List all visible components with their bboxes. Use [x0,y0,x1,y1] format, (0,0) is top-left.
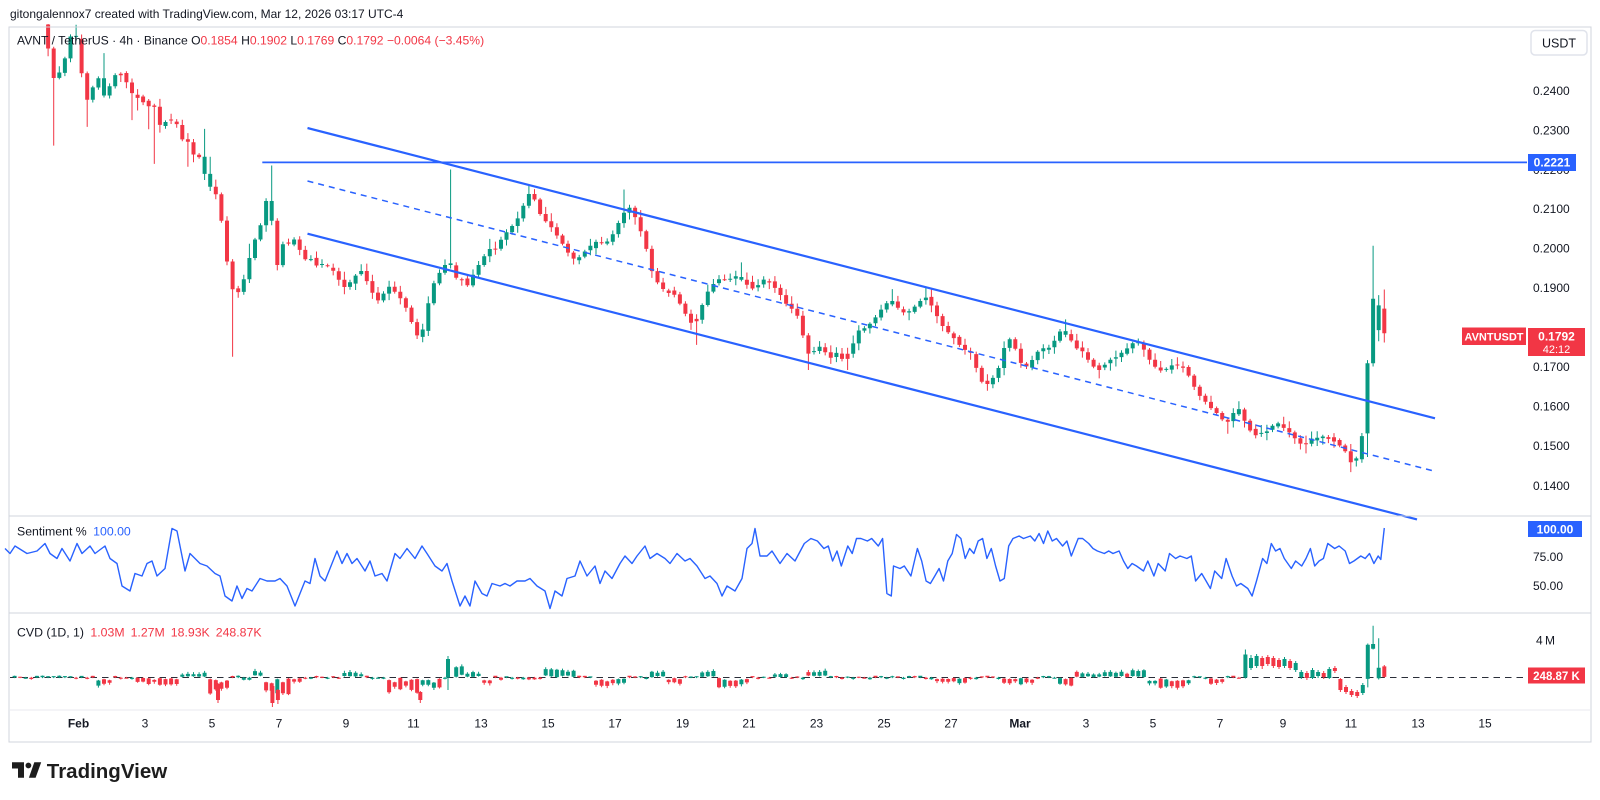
svg-text:23: 23 [810,717,824,731]
svg-text:21: 21 [742,717,756,731]
svg-text:248.87 K: 248.87 K [1533,671,1580,683]
svg-text:15: 15 [541,717,555,731]
svg-text:0.1400: 0.1400 [1533,479,1570,493]
svg-text:25: 25 [877,717,891,731]
svg-text:0.2100: 0.2100 [1533,202,1570,216]
svg-text:Feb: Feb [68,717,89,731]
svg-text:Mar: Mar [1009,717,1031,731]
svg-text:100.00: 100.00 [1537,522,1574,536]
svg-text:50.00: 50.00 [1533,579,1563,593]
svg-text:7: 7 [276,717,283,731]
svg-text:5: 5 [209,717,216,731]
svg-text:0.2000: 0.2000 [1533,242,1570,256]
svg-text:9: 9 [343,717,350,731]
svg-text:TradingView: TradingView [47,760,167,783]
svg-text:5: 5 [1150,717,1157,731]
svg-text:19: 19 [676,717,690,731]
svg-text:0.1792: 0.1792 [1538,329,1575,343]
svg-text:11: 11 [1345,717,1358,731]
svg-text:15: 15 [1478,717,1492,731]
svg-text:75.00: 75.00 [1533,550,1563,564]
svg-text:0.1700: 0.1700 [1533,360,1570,374]
svg-text:27: 27 [944,717,958,731]
svg-text:gitongalennox7 created with Tr: gitongalennox7 created with TradingView.… [10,7,404,21]
svg-text:AVNT / TetherUS · 4h · Binance: AVNT / TetherUS · 4h · Binance O0.1854 H… [17,34,484,48]
svg-text:7: 7 [1217,717,1224,731]
svg-text:0.1500: 0.1500 [1533,439,1570,453]
svg-text:AVNTUSDT: AVNTUSDT [1464,331,1523,343]
svg-text:9: 9 [1280,717,1287,731]
svg-text:13: 13 [1411,717,1425,731]
svg-text:0.2300: 0.2300 [1533,124,1570,138]
svg-text:M: M [1545,634,1555,648]
svg-text:0.1900: 0.1900 [1533,281,1570,295]
svg-text:0.1600: 0.1600 [1533,400,1570,414]
svg-text:0.2400: 0.2400 [1533,84,1570,98]
svg-text:17: 17 [608,717,622,731]
svg-text:11: 11 [407,717,420,731]
svg-text:USDT: USDT [1542,37,1576,51]
svg-text:3: 3 [1083,717,1090,731]
svg-text:3: 3 [142,717,149,731]
svg-text:Sentiment % 100.00: Sentiment % 100.00 [17,525,131,539]
svg-text:0.2221: 0.2221 [1534,156,1571,170]
svg-text:4: 4 [1536,634,1543,648]
svg-text:13: 13 [474,717,488,731]
svg-text:42:12: 42:12 [1543,344,1571,356]
